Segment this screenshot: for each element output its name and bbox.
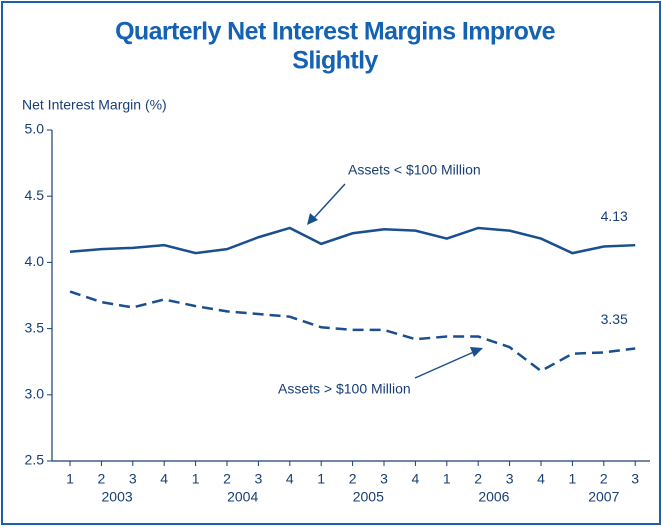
x-tick-label: 4	[286, 471, 294, 487]
series-line	[69, 290, 636, 373]
chart-title: Quarterly Net Interest Margins Improve	[115, 18, 556, 46]
x-tick-label: 2	[223, 471, 231, 487]
x-tick-label: 3	[631, 471, 639, 487]
x-tick-label: 4	[160, 471, 168, 487]
x-tick-label: 3	[129, 471, 137, 487]
value-label: 4.13	[601, 208, 628, 224]
year-label: 2005	[353, 489, 384, 505]
x-tick-label: 3	[255, 471, 263, 487]
year-label: 2003	[102, 489, 133, 505]
value-label: 3.35	[601, 311, 628, 327]
x-tick-label: 2	[98, 471, 106, 487]
x-tick-label: 1	[443, 471, 451, 487]
x-tick-label: 2	[600, 471, 608, 487]
y-tick-label: 5.0	[25, 121, 45, 137]
x-tick-label: 1	[569, 471, 577, 487]
annotation: Assets < $100 Million	[348, 162, 481, 178]
x-tick-label: 2	[349, 471, 357, 487]
chart-title: Slightly	[292, 47, 378, 75]
y-axis-label: Net Interest Margin (%)	[22, 97, 167, 113]
y-tick-label: 2.5	[25, 452, 45, 468]
series-line	[69, 226, 636, 255]
y-tick-label: 4.5	[25, 187, 45, 203]
year-label: 2007	[588, 489, 619, 505]
y-tick-label: 4.0	[25, 253, 45, 269]
annotation: Assets > $100 Million	[278, 381, 411, 397]
x-tick-label: 4	[537, 471, 545, 487]
annotation-arrow	[414, 350, 477, 379]
year-label: 2006	[478, 489, 509, 505]
x-tick-label: 2	[474, 471, 482, 487]
annotation-arrow	[312, 183, 346, 220]
x-tick-label: 1	[317, 471, 325, 487]
x-tick-label: 3	[380, 471, 388, 487]
y-tick-label: 3.5	[25, 319, 45, 335]
x-tick-label: 3	[506, 471, 514, 487]
x-tick-label: 1	[66, 471, 74, 487]
x-tick-label: 1	[192, 471, 200, 487]
year-label: 2004	[227, 489, 258, 505]
x-tick-label: 4	[412, 471, 420, 487]
arrow-head	[307, 213, 318, 225]
y-tick-label: 3.0	[25, 386, 45, 402]
arrow-head	[470, 347, 483, 357]
